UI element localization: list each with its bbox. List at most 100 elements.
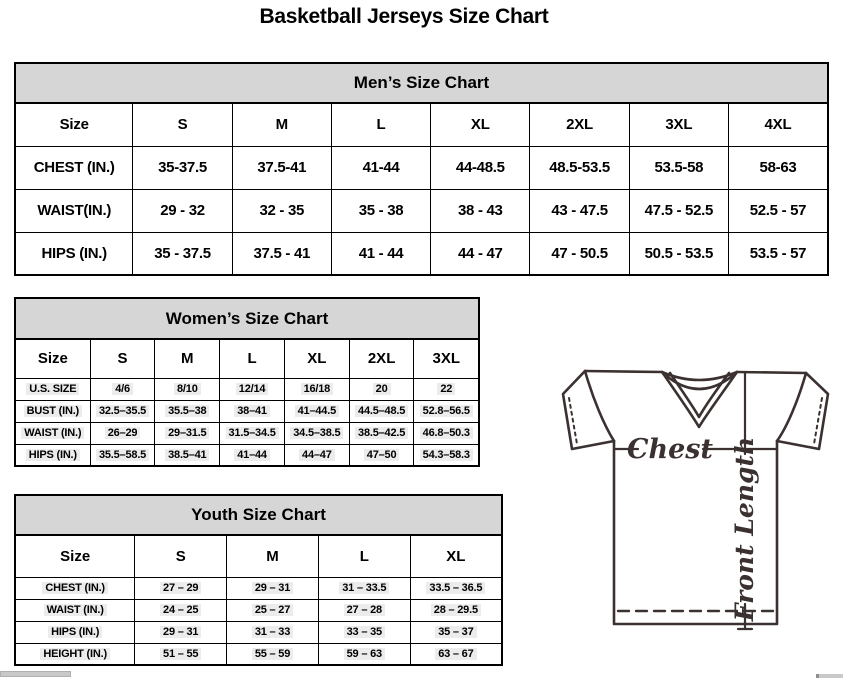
women-value-cell: 34.5–38.5 [283,421,350,445]
men-col-header-2xl: 2XL [529,102,630,147]
men-value-cell: 47 - 50.5 [529,231,630,276]
jersey-collar-back-arc-1 [660,370,739,382]
women-value-cell: 32.5–35.5 [89,399,156,423]
youth-value-cell-text: 51 – 55 [160,647,202,660]
women-row-label: WAIST (IN.) [14,421,91,445]
women-value-cell-text: 12/14 [235,383,269,395]
women-value-cell-text: 26–29 [104,427,141,439]
youth-value-cell-text: 27 – 28 [343,604,385,616]
horizontal-scrollbar-fragment[interactable] [816,674,843,678]
youth-col-header-s: S [134,534,228,578]
youth-row-label-text: CHEST (IN.) [42,582,108,594]
youth-row-label: WAIST (IN.) [14,598,136,622]
jersey-shoulder-left [583,369,664,374]
jersey-shoulder-right [735,370,808,375]
youth-value-cell: 33.5 – 36.5 [409,576,503,600]
women-value-cell: 26–29 [89,421,156,445]
men-value-cell: 41-44 [330,145,432,190]
youth-table-row: HEIGHT (IN.) 51 – 55 55 – 59 59 – 63 63 – 67 [14,642,503,666]
youth-value-cell: 31 – 33.5 [317,576,411,600]
women-col-header-l: L [219,338,285,379]
men-col-header-m: M [231,102,332,147]
womens-chart-caption: Women’s Size Chart [14,297,480,338]
women-value-cell-text: 41–44.5 [294,405,340,417]
women-col-header-xl: XL [283,338,350,379]
youth-value-cell: 55 – 59 [226,642,319,666]
men-value-cell: 41 - 44 [330,231,432,276]
women-row-label-text: BUST (IN.) [23,405,83,417]
women-value-cell: 46.8–50.3 [413,421,480,445]
youth-value-cell: 29 – 31 [134,620,228,644]
men-size-header: Size [14,102,134,147]
youth-value-cell: 27 – 28 [317,598,411,622]
mens-table: Size S M L XL 2XL 3XL 4XL CHEST (IN.) 35-37.5 37.5… [14,102,829,276]
chest-label: Chest [627,434,713,465]
youth-value-cell: 29 – 31 [226,576,319,600]
women-table-row: HIPS (IN.) 35.5–58.5 38.5–41 41–44 44–47 47–5… [14,443,480,467]
youth-value-cell: 28 – 29.5 [409,598,503,622]
men-row-label: WAIST(IN.) [14,188,134,233]
youth-value-cell: 63 – 67 [409,642,503,666]
women-value-cell-text: 44.5–48.5 [355,405,409,417]
women-col-header-s: S [89,338,156,379]
women-table-row: U.S. SIZE 4/6 8/10 12/14 16/18 20 22 [14,377,480,401]
men-value-cell: 35 - 38 [330,188,432,233]
youth-value-cell: 25 – 27 [226,598,319,622]
women-value-cell-text: 38.5–41 [165,448,210,461]
horizontal-scrollbar-thumb[interactable] [0,671,71,677]
youth-value-cell-text: 35 – 37 [435,626,477,638]
youth-value-cell-text: 33.5 – 36.5 [426,582,486,594]
youth-col-header-m: M [226,534,319,578]
women-value-cell: 41–44 [219,443,285,467]
women-value-cell: 38–41 [219,399,285,423]
women-value-cell-text: 35.5–38 [165,405,210,417]
women-value-cell: 38.5–41 [154,443,221,467]
women-row-label-text: WAIST (IN.) [21,427,85,439]
women-value-cell-text: 20 [372,383,391,395]
mens-chart-caption: Men’s Size Chart [14,62,829,102]
men-value-cell: 44 - 47 [430,231,531,276]
men-table-row: HIPS (IN.) 35 - 37.5 37.5 - 41 41 - 44 44 - … [14,231,829,276]
youth-chart-caption: Youth Size Chart [14,494,503,534]
women-col-header-2xl: 2XL [348,338,415,379]
women-value-cell-text: 35.5–58.5 [95,448,150,461]
men-value-cell: 47.5 - 52.5 [628,188,729,233]
youth-row-label: HEIGHT (IN.) [14,642,136,666]
women-col-header-m: M [154,338,221,379]
women-size-header: Size [14,338,91,379]
women-col-header-3xl: 3XL [413,338,480,379]
youth-value-cell-text: 55 – 59 [251,647,294,660]
women-value-cell: 4/6 [89,377,156,401]
women-value-cell-text: 16/18 [300,383,334,395]
women-value-cell: 8/10 [154,377,221,401]
jersey-left-cuff-dashed-line [568,397,578,445]
women-value-cell-text: 8/10 [174,383,201,395]
men-value-cell: 32 - 35 [231,188,332,233]
front-length-label: Front Length [730,437,759,622]
youth-value-cell: 31 – 33 [226,620,319,644]
men-col-header-4xl: 4XL [727,102,829,147]
youth-value-cell-text: 29 – 31 [160,626,202,638]
men-value-cell: 53.5-58 [628,145,729,190]
women-value-cell-text: 44–47 [299,448,335,461]
jersey-left-sleeve [561,369,616,451]
youth-value-cell-text: 31 – 33.5 [339,582,390,594]
jersey-body-outline [612,439,779,626]
youth-value-cell: 27 – 29 [134,576,228,600]
youth-row-label-text: HIPS (IN.) [48,626,103,638]
youth-row-label: CHEST (IN.) [14,576,136,600]
men-value-cell: 48.5-53.5 [529,145,630,190]
women-value-cell: 54.3–58.3 [413,443,480,467]
youth-size-chart: Youth Size Chart Size S M L XL CHEST (IN.) 27 … [14,494,503,666]
men-value-cell: 43 - 47.5 [529,188,630,233]
women-value-cell: 16/18 [283,377,350,401]
men-col-header-xl: XL [430,102,531,147]
women-value-cell: 12/14 [219,377,285,401]
men-value-cell: 50.5 - 53.5 [628,231,729,276]
women-value-cell-text: 38–41 [234,405,270,417]
youth-value-cell: 35 – 37 [409,620,503,644]
women-table-row: WAIST (IN.) 26–29 29–31.5 31.5–34.5 34.5–38.… [14,421,480,445]
women-value-cell-text: 38.5–42.5 [355,427,409,439]
youth-value-cell-text: 29 – 31 [251,582,294,594]
women-value-cell: 35.5–38 [154,399,221,423]
